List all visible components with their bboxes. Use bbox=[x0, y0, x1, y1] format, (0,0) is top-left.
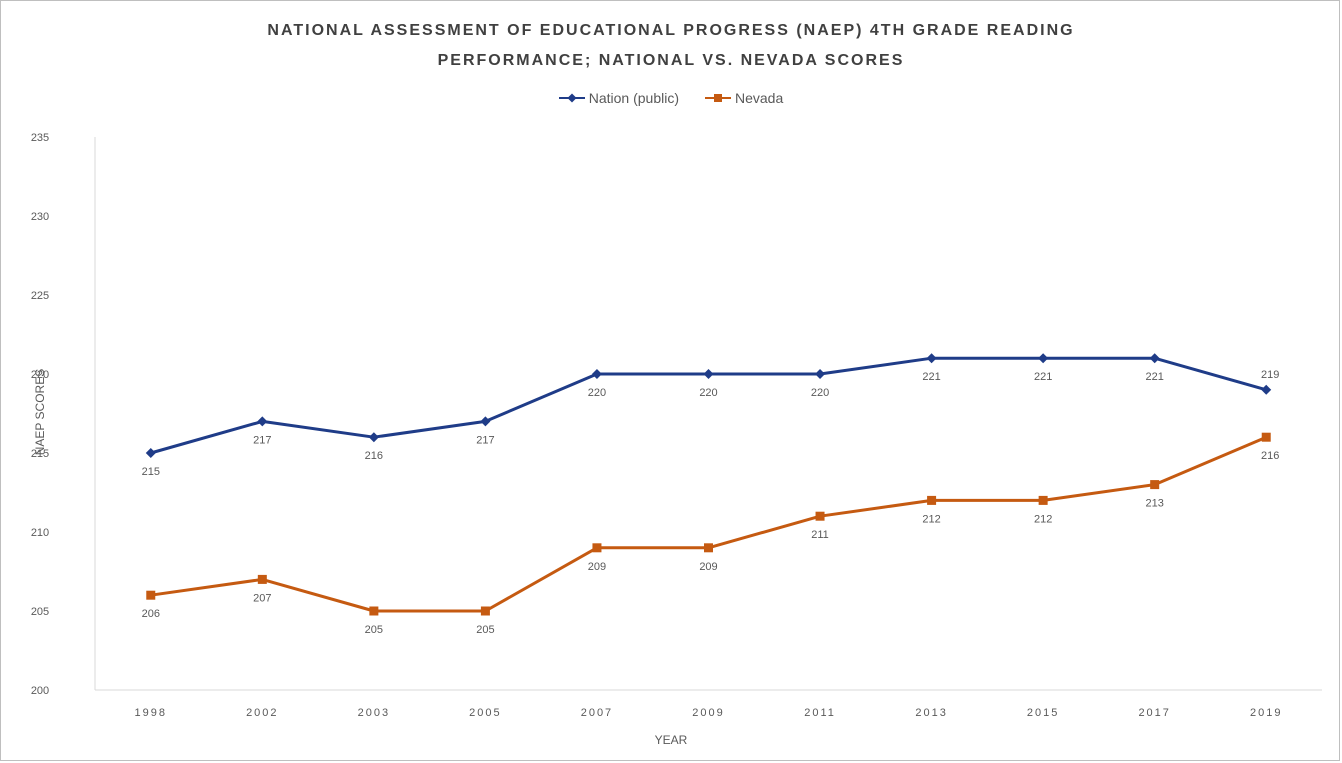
chart-title-line2: PERFORMANCE; NATIONAL VS. NEVADA SCORES bbox=[437, 52, 905, 69]
data-point-nevada bbox=[257, 574, 267, 584]
chart-title-line1: NATIONAL ASSESSMENT OF EDUCATIONAL PROGR… bbox=[267, 22, 1075, 39]
data-label-nevada: 209 bbox=[699, 561, 717, 573]
legend-swatch-nevada bbox=[705, 93, 731, 103]
chart-legend: Nation (public) Nevada bbox=[0, 90, 1342, 106]
data-point-nevada bbox=[1038, 495, 1048, 505]
y-tick-label: 225 bbox=[31, 290, 49, 302]
data-point-nation bbox=[703, 369, 714, 379]
data-point-nation bbox=[368, 432, 379, 443]
y-tick-label: 235 bbox=[31, 132, 49, 144]
x-tick-label: 2007 bbox=[581, 707, 613, 719]
data-point-nation bbox=[145, 448, 156, 458]
data-label-nevada: 205 bbox=[365, 624, 383, 636]
data-label-nevada: 206 bbox=[142, 608, 160, 620]
legend-label-nevada: Nevada bbox=[735, 90, 784, 106]
x-tick-label: 1998 bbox=[135, 707, 167, 719]
data-label-nevada: 207 bbox=[253, 592, 271, 604]
x-tick-label: 2017 bbox=[1138, 707, 1170, 719]
x-tick-label: 2009 bbox=[692, 707, 724, 719]
legend-item-nevada: Nevada bbox=[705, 90, 783, 106]
data-label-nevada: 216 bbox=[1261, 450, 1279, 462]
data-label-nation: 221 bbox=[1034, 371, 1052, 383]
data-point-nevada bbox=[704, 543, 713, 553]
data-point-nevada bbox=[1150, 480, 1160, 490]
data-point-nation bbox=[480, 416, 491, 427]
data-point-nevada bbox=[815, 511, 825, 521]
data-point-nation bbox=[815, 369, 826, 379]
data-label-nation: 215 bbox=[142, 466, 160, 478]
data-label-nation: 216 bbox=[365, 450, 383, 462]
data-point-nevada bbox=[480, 606, 490, 616]
data-label-nation: 219 bbox=[1261, 369, 1279, 381]
data-point-nation bbox=[257, 416, 268, 427]
data-label-nevada: 212 bbox=[922, 513, 940, 525]
data-point-nevada bbox=[146, 590, 156, 600]
legend-swatch-nation bbox=[558, 93, 585, 103]
data-point-nevada bbox=[592, 543, 602, 553]
y-tick-label: 205 bbox=[31, 606, 49, 618]
x-tick-label: 2003 bbox=[358, 707, 390, 719]
data-label-nation: 221 bbox=[922, 371, 940, 383]
data-label-nevada: 212 bbox=[1034, 513, 1052, 525]
data-label-nation: 221 bbox=[1146, 371, 1164, 383]
y-tick-label: 200 bbox=[31, 685, 49, 697]
data-point-nation bbox=[591, 369, 602, 379]
data-label-nation: 220 bbox=[588, 387, 606, 399]
data-label-nevada: 211 bbox=[811, 529, 829, 541]
x-axis-title: YEAR bbox=[654, 733, 688, 747]
data-point-nation bbox=[1261, 384, 1272, 395]
data-point-nation bbox=[926, 353, 937, 364]
x-tick-label: 2019 bbox=[1250, 707, 1282, 719]
y-tick-label: 210 bbox=[31, 527, 49, 539]
data-point-nevada bbox=[369, 606, 379, 616]
data-label-nation: 217 bbox=[253, 434, 271, 446]
y-tick-label: 215 bbox=[31, 448, 49, 460]
data-label-nation: 220 bbox=[699, 387, 717, 399]
y-tick-label: 220 bbox=[31, 369, 49, 381]
x-tick-label: 2002 bbox=[246, 707, 278, 719]
data-label-nevada: 205 bbox=[476, 624, 494, 636]
data-label-nevada: 213 bbox=[1146, 498, 1164, 510]
data-point-nation bbox=[1038, 353, 1049, 364]
data-label-nevada: 209 bbox=[588, 561, 606, 573]
y-tick-label: 230 bbox=[31, 211, 49, 223]
legend-item-nation: Nation (public) bbox=[558, 90, 679, 106]
data-label-nation: 217 bbox=[476, 434, 494, 446]
data-point-nevada bbox=[927, 495, 937, 505]
data-point-nation bbox=[1149, 353, 1160, 364]
data-point-nevada bbox=[1261, 432, 1271, 442]
x-tick-label: 2011 bbox=[804, 707, 836, 719]
x-tick-label: 2013 bbox=[915, 707, 947, 719]
data-label-nation: 220 bbox=[811, 387, 829, 399]
x-tick-label: 2005 bbox=[469, 707, 501, 719]
legend-label-nation: Nation (public) bbox=[588, 90, 679, 106]
x-tick-label: 2015 bbox=[1027, 707, 1059, 719]
series-line-nevada bbox=[150, 435, 1267, 613]
